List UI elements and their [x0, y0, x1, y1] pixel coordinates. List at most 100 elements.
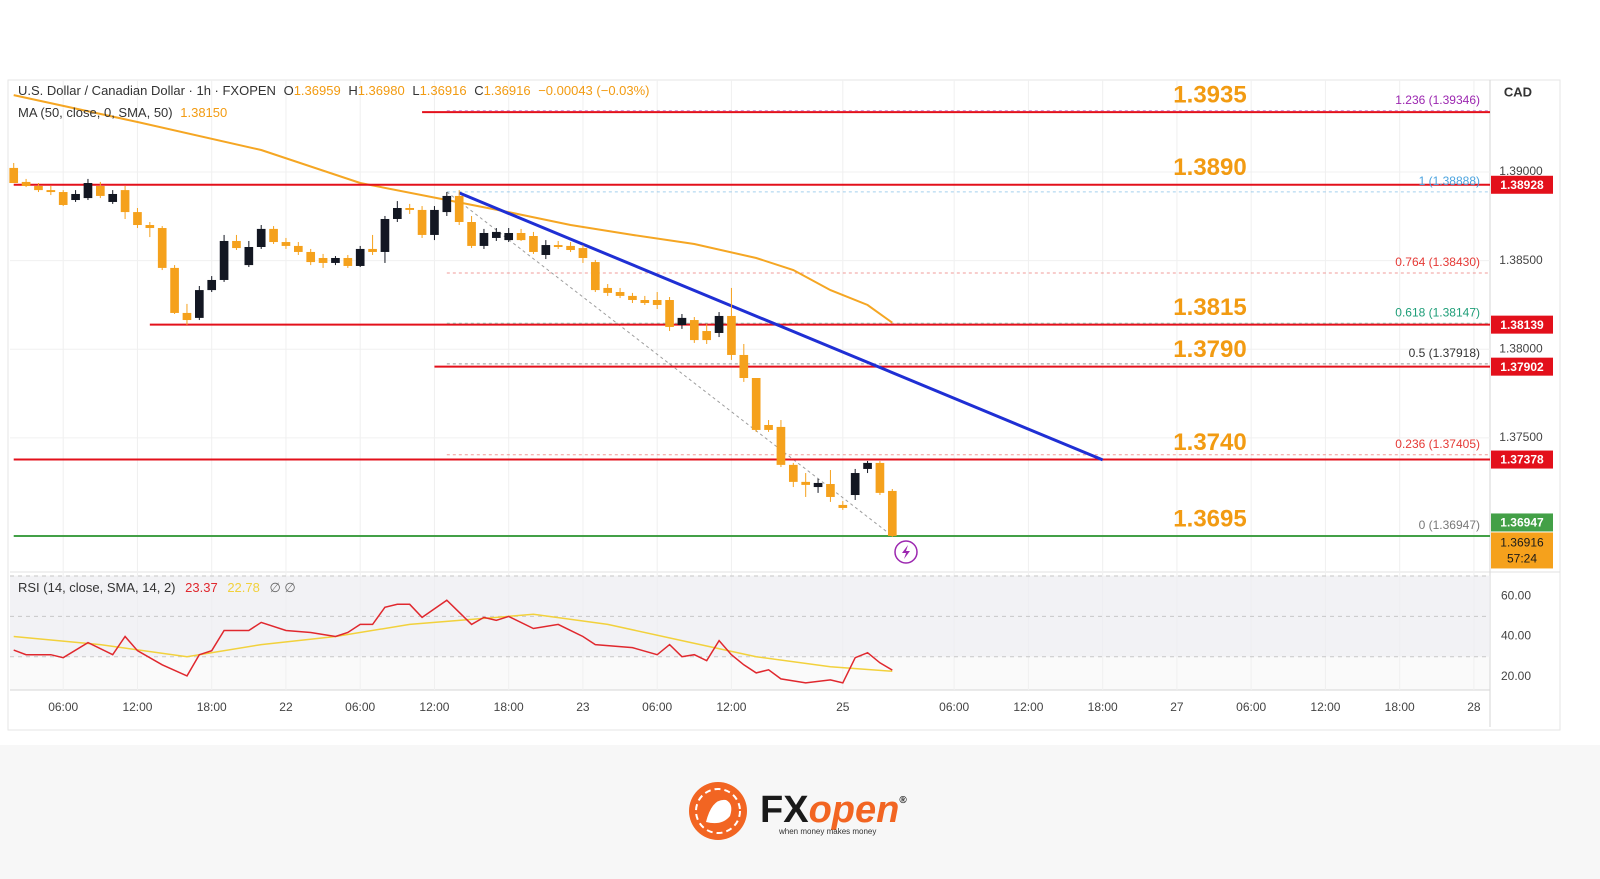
candle-body — [417, 209, 427, 235]
price-box — [1491, 450, 1553, 469]
candle-body — [83, 182, 93, 199]
candle-body — [71, 193, 80, 201]
y-tick-label: 1.38000 — [1499, 341, 1543, 355]
candle-body — [58, 192, 68, 205]
price-box-label: 1.38139 — [1500, 318, 1544, 332]
x-tick-label: 12:00 — [419, 700, 449, 714]
candle-body — [454, 195, 464, 223]
plot — [9, 94, 1490, 684]
candle-body — [467, 222, 476, 246]
level-annotation: 1.3890 — [1173, 154, 1246, 181]
candle-body — [9, 167, 19, 183]
price-box — [1491, 357, 1553, 376]
candle-body — [380, 218, 390, 252]
fib-label: 1 (1.38888) — [1419, 174, 1480, 188]
logo-brand-a: FX — [760, 789, 809, 831]
rsi-tick-label: 20.00 — [1501, 669, 1531, 683]
candle-body — [529, 236, 538, 252]
candle-body — [442, 195, 452, 213]
candle-body — [689, 320, 699, 341]
ohlc-value: 1.36916 — [484, 83, 531, 98]
candle-body — [368, 248, 377, 252]
symbol: U.S. Dollar / Canadian Dollar · 1h · FXO… — [18, 83, 276, 98]
rsi-flags: ∅ ∅ — [269, 580, 295, 595]
candle-body — [120, 190, 130, 213]
price-box-label: 1.37902 — [1500, 360, 1544, 374]
ohlc-value: 1.36916 — [420, 83, 467, 98]
candle-body — [875, 462, 885, 493]
candle-body — [343, 257, 353, 266]
candle-body — [652, 300, 662, 305]
candle-body — [826, 484, 835, 497]
level-annotation: 1.3815 — [1173, 294, 1246, 321]
x-tick-label: 06:00 — [642, 700, 672, 714]
candle-body — [615, 292, 625, 296]
x-tick-label: 06:00 — [48, 700, 78, 714]
candle-body — [863, 462, 872, 469]
candle-body — [776, 426, 786, 465]
candle-body — [256, 228, 266, 247]
ohlc-value: 1.36959 — [294, 83, 341, 98]
x-tick-label: 06:00 — [1236, 700, 1266, 714]
ma-value: 1.38150 — [180, 105, 227, 120]
y-tick-label: 1.39000 — [1499, 164, 1543, 178]
candle-body — [665, 300, 674, 327]
candle-body — [850, 473, 860, 496]
candle-body — [541, 245, 551, 255]
price-box-label: 1.38928 — [1500, 178, 1544, 192]
x-tick-label: 12:00 — [1013, 700, 1043, 714]
rsi-sma-line — [13, 613, 893, 673]
level-annotation: 1.3790 — [1173, 336, 1246, 363]
rsi-legend: RSI (14, close, SMA, 14, 2) 23.37 22.78 … — [18, 580, 296, 595]
candle-body — [46, 190, 56, 193]
logo-emblem-ring — [695, 788, 741, 834]
candle-body — [232, 240, 241, 249]
level-annotation: 1.3935 — [1173, 81, 1246, 108]
candle-body — [590, 262, 600, 291]
logo-brand-b: open — [809, 789, 900, 831]
logo-registered: ® — [899, 795, 907, 806]
rsi-tick-label: 40.00 — [1501, 629, 1531, 643]
trendline — [458, 191, 1104, 462]
candle-body — [170, 267, 179, 313]
level-annotation: 1.3695 — [1173, 505, 1246, 532]
candle-body — [430, 209, 439, 235]
candle-body — [182, 312, 192, 321]
ohlc-label: L — [412, 83, 419, 98]
alert-bolt — [902, 545, 910, 559]
ma-name: MA (50, close, 0, SMA, 50) — [18, 105, 173, 120]
candle-body — [281, 242, 291, 246]
candle-body — [751, 378, 761, 430]
y-tick-label: 1.38500 — [1499, 253, 1543, 267]
candle-body — [504, 232, 514, 241]
x-tick-label: 18:00 — [1385, 700, 1415, 714]
candle-body — [293, 245, 303, 252]
x-tick-label: 18:00 — [1088, 700, 1118, 714]
fib-label: 0 (1.36947) — [1419, 518, 1480, 532]
candle-body — [145, 225, 155, 229]
price-box — [1491, 315, 1553, 334]
candle-body — [157, 228, 167, 268]
candle-body — [21, 181, 31, 187]
candle-body — [34, 186, 43, 191]
candle-body — [269, 228, 278, 243]
candle-body — [677, 317, 687, 325]
footer-band — [0, 745, 1600, 879]
currency: CAD — [1504, 84, 1532, 99]
rsi-line — [13, 599, 893, 684]
candle-body — [392, 207, 402, 219]
ohlc-label: H — [348, 83, 357, 98]
fib-trend — [446, 191, 893, 537]
x-tick-label: 18:00 — [494, 700, 524, 714]
ohlc-label: C — [474, 83, 483, 98]
fib-label: 1.236 (1.39346) — [1395, 93, 1480, 107]
last-price-box — [1491, 532, 1553, 569]
candle-body — [355, 248, 365, 266]
x-tick-label: 27 — [1170, 700, 1184, 714]
fib-label: 0.764 (1.38430) — [1395, 255, 1480, 269]
ma-line — [13, 94, 893, 324]
candle-body — [603, 287, 613, 293]
level-annotation: 1.3740 — [1173, 429, 1246, 456]
candle-body — [628, 295, 637, 301]
